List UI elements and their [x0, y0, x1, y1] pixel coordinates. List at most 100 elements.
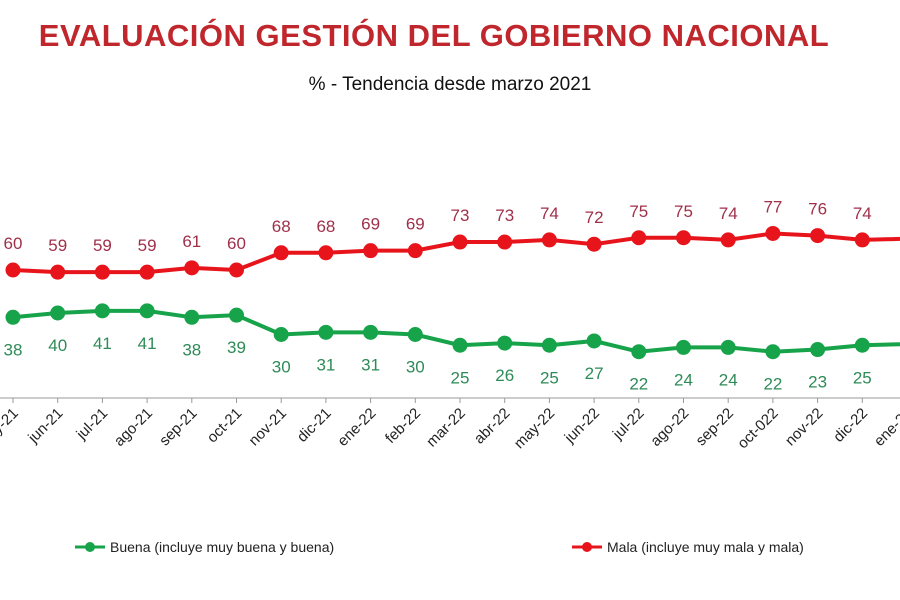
data-point: [676, 230, 691, 246]
data-point: [586, 333, 602, 349]
data-point: [363, 324, 379, 340]
data-point: [184, 309, 200, 325]
x-tick-label: feb-22: [382, 405, 424, 447]
data-point: [452, 234, 468, 250]
data-point: [720, 339, 736, 355]
data-label: 30: [406, 358, 425, 377]
data-label: 74: [540, 204, 559, 223]
x-tick-label: may-22: [511, 405, 558, 452]
data-label: 22: [763, 375, 782, 394]
x-tick-label: jun-21: [24, 405, 66, 447]
data-point: [229, 262, 244, 278]
legend-marker: [582, 542, 592, 552]
data-label: 38: [182, 340, 201, 359]
data-point: [94, 264, 110, 280]
x-tick-label: jul-21: [73, 405, 112, 444]
x-tick-label: ene-22: [334, 405, 379, 450]
data-point: [363, 243, 379, 259]
x-tick-label: jun-22: [561, 405, 603, 447]
legend-label: Buena (incluye muy buena y buena): [110, 539, 334, 555]
x-tick-label: abr-22: [471, 405, 514, 448]
data-label: 22: [629, 375, 648, 394]
x-tick-label: ago-22: [647, 405, 692, 450]
data-label: 24: [719, 370, 738, 389]
data-point: [586, 236, 602, 252]
data-point: [50, 264, 66, 280]
data-label: 59: [48, 236, 67, 255]
legend-label: Mala (incluye muy mala y mala): [607, 539, 804, 555]
data-point: [5, 309, 21, 325]
data-label: 73: [495, 206, 514, 225]
x-tick-label: nov-22: [782, 405, 826, 449]
x-tick-label: dic-22: [830, 405, 871, 446]
x-tick-label: ago-21: [111, 405, 156, 450]
data-point: [497, 335, 513, 351]
chart-subtitle: % - Tendencia desde marzo 2021: [308, 74, 592, 95]
x-tick-label: nov-21: [246, 405, 290, 449]
data-point: [407, 243, 423, 259]
data-label: 40: [48, 336, 67, 355]
data-label: 25: [540, 368, 559, 387]
x-tick-label: sep-21: [156, 405, 200, 449]
x-tick-label: may-21: [0, 405, 22, 452]
data-label: 41: [93, 334, 112, 353]
data-point: [854, 337, 870, 353]
data-label: 69: [361, 215, 380, 234]
data-label: 75: [629, 202, 648, 221]
x-tick-label: dic-21: [294, 405, 335, 446]
data-point: [810, 228, 826, 244]
data-point: [139, 303, 155, 319]
data-point: [854, 232, 870, 248]
data-label: 68: [272, 217, 291, 236]
data-label: 25: [451, 368, 470, 387]
data-point: [720, 232, 736, 248]
data-label: 31: [316, 355, 335, 374]
data-label: 27: [585, 364, 604, 383]
data-point: [318, 324, 334, 340]
data-label: 77: [763, 197, 782, 216]
data-label: 61: [182, 232, 201, 251]
data-point: [5, 262, 21, 278]
data-label: 25: [853, 368, 872, 387]
data-label: 75: [674, 202, 693, 221]
x-tick-label: ene-23: [871, 405, 900, 450]
data-point: [50, 305, 66, 321]
data-point: [94, 303, 110, 319]
data-point: [765, 225, 781, 241]
data-label: 31: [361, 355, 380, 374]
data-label: 74: [719, 204, 738, 223]
data-label: 59: [138, 236, 157, 255]
data-label: 68: [316, 217, 335, 236]
data-point: [497, 234, 513, 250]
data-label: 72: [585, 208, 604, 227]
data-point: [318, 245, 334, 261]
data-point: [452, 337, 468, 353]
data-point: [407, 327, 423, 342]
data-point: [631, 344, 647, 360]
data-point: [139, 264, 155, 280]
chart-title: EVALUACIÓN GESTIÓN DEL GOBIERNO NACIONAL: [38, 18, 830, 53]
data-point: [273, 327, 289, 342]
data-label: 39: [227, 338, 246, 357]
x-tick-label: oct-21: [204, 405, 246, 447]
data-label: 26: [495, 366, 514, 385]
legend-marker: [85, 542, 95, 552]
data-point: [273, 245, 289, 261]
data-point: [631, 230, 647, 246]
data-label: 41: [138, 334, 157, 353]
data-point: [810, 342, 826, 358]
data-label: 24: [674, 370, 693, 389]
x-tick-label: oct-022: [734, 405, 781, 452]
x-tick-label: mar-22: [423, 405, 469, 451]
data-label: 38: [4, 340, 23, 359]
data-label: 69: [406, 215, 425, 234]
data-point: [541, 232, 557, 248]
data-point: [541, 337, 557, 353]
data-label: 74: [853, 204, 872, 223]
data-label: 60: [4, 234, 23, 253]
x-tick-label: jul-22: [609, 405, 648, 444]
data-label: 23: [808, 373, 827, 392]
data-label: 76: [808, 200, 827, 219]
data-label: 59: [93, 236, 112, 255]
